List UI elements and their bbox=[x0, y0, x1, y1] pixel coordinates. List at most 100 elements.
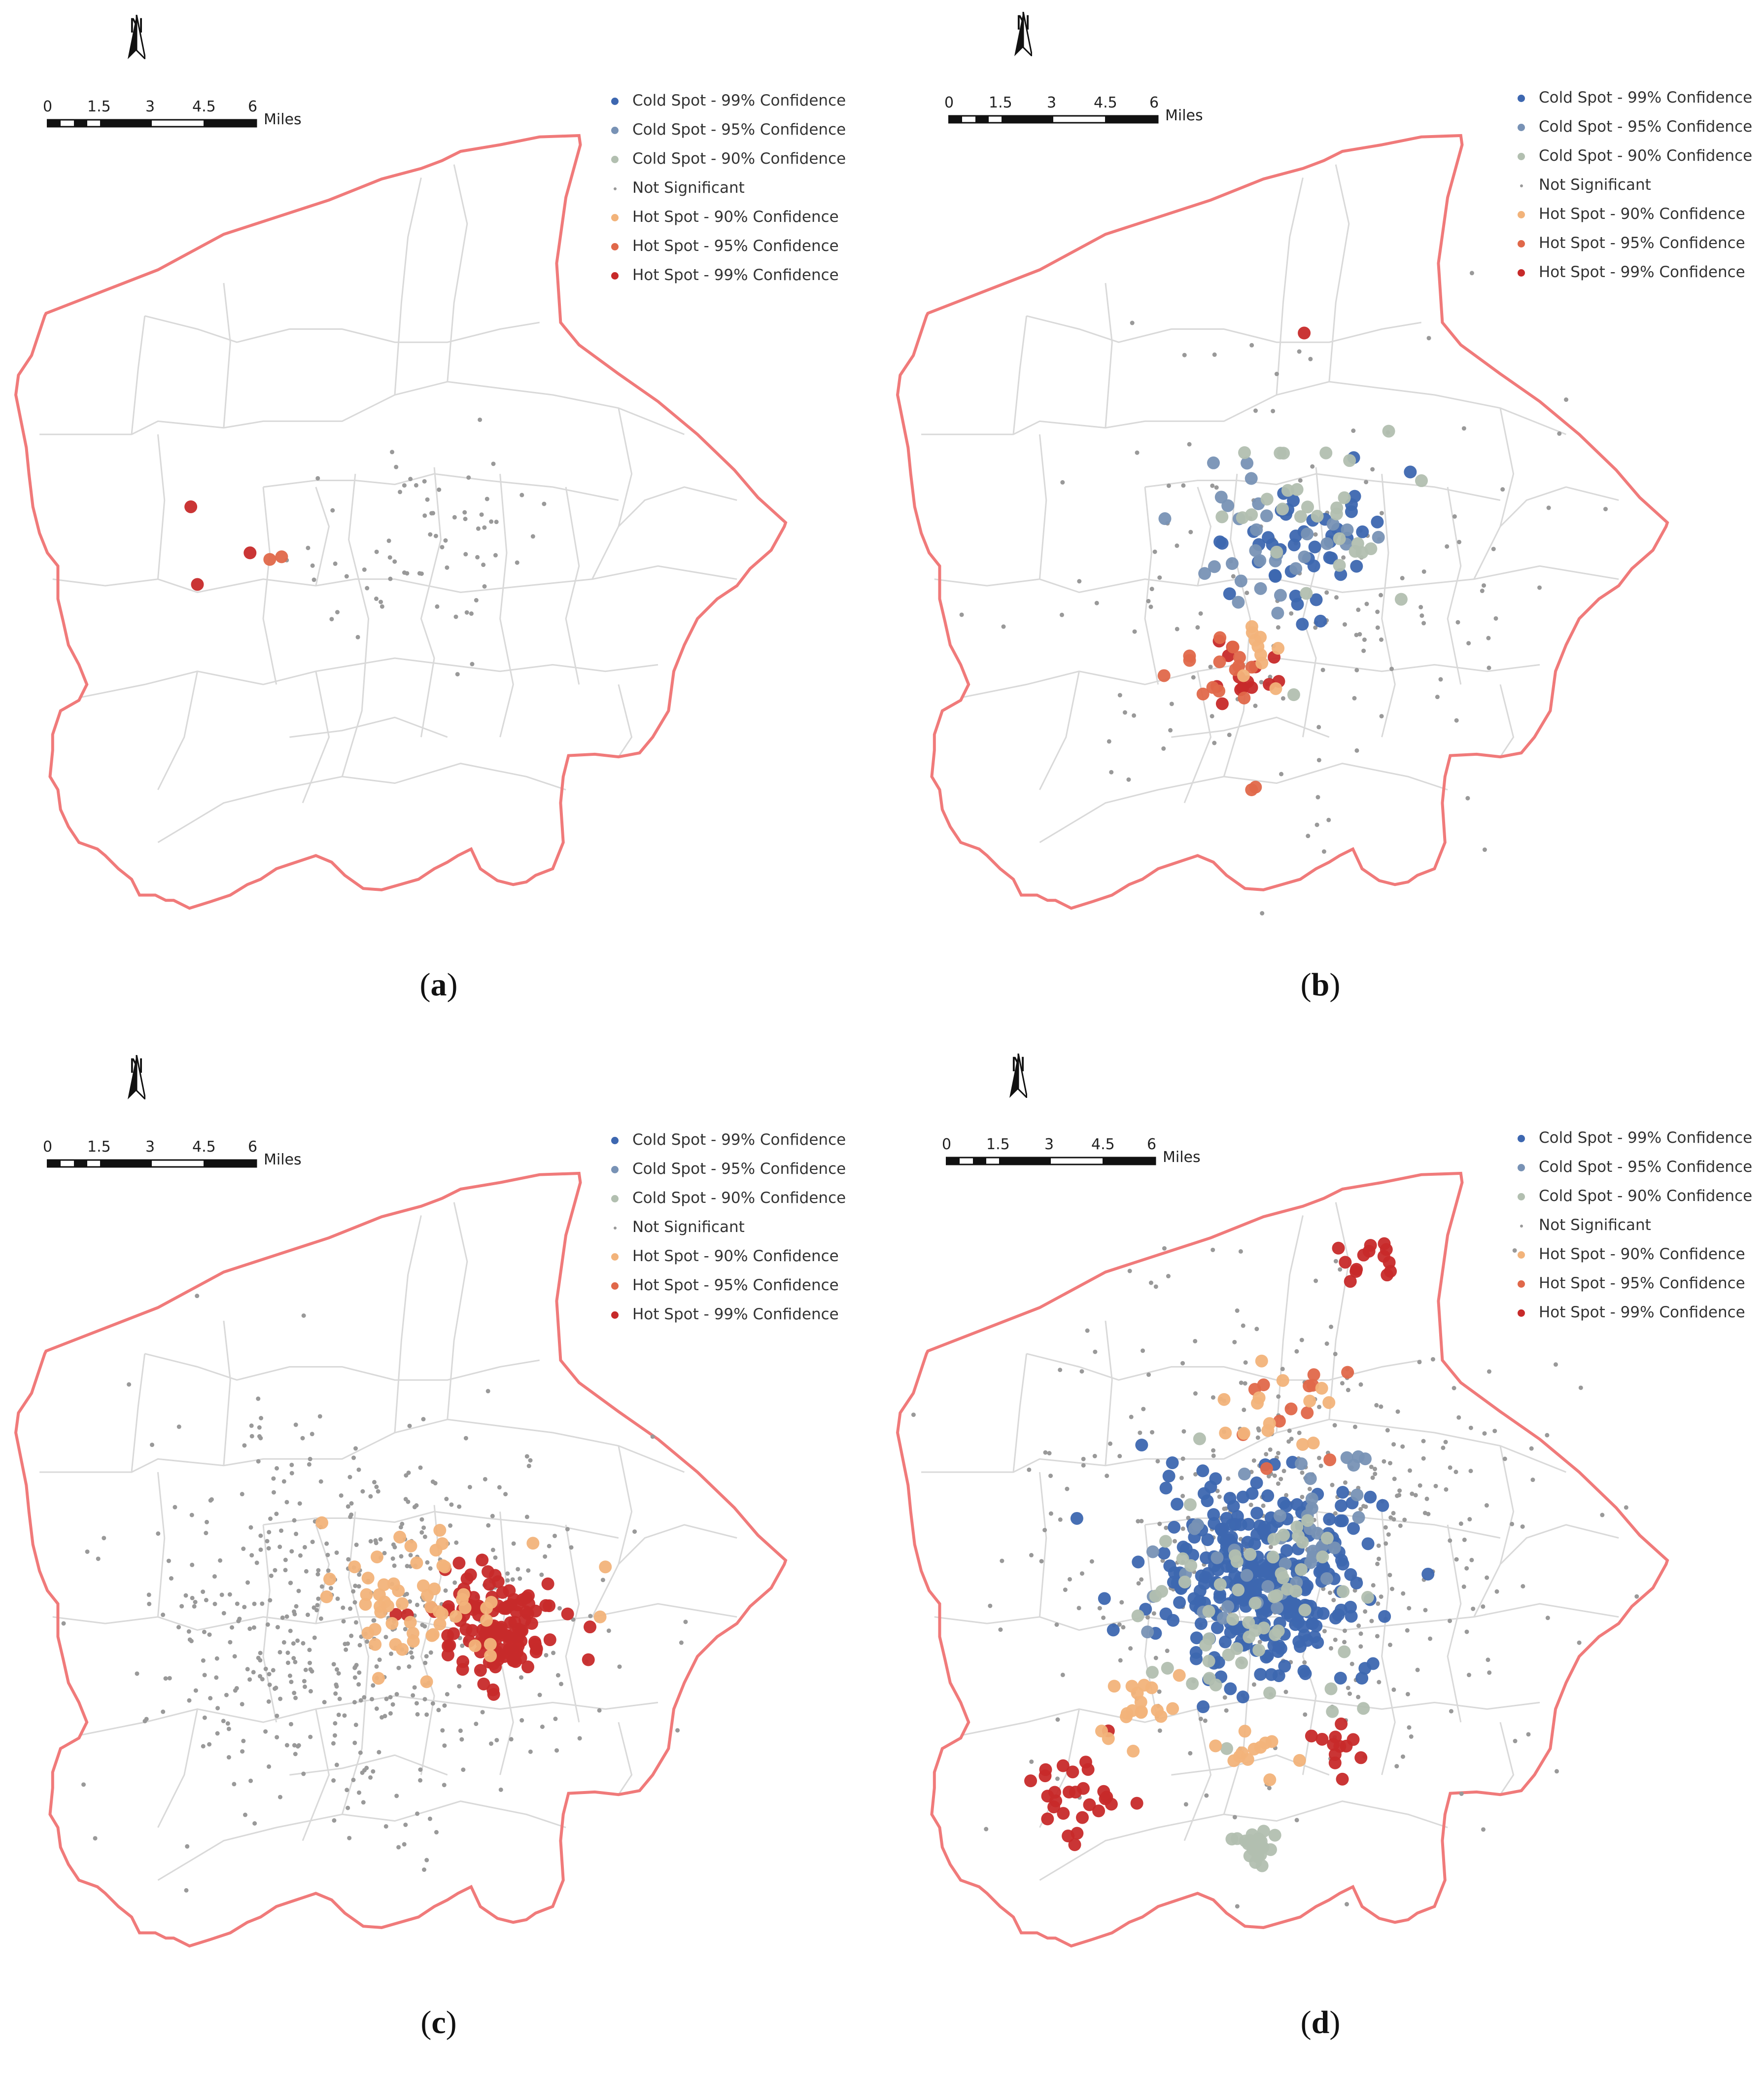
not-significant-point bbox=[1397, 1488, 1402, 1493]
cold-spot-point bbox=[1230, 1555, 1244, 1568]
not-significant-point bbox=[1267, 1786, 1272, 1791]
not-significant-point bbox=[1076, 1606, 1081, 1611]
legend-swatch-icon bbox=[611, 156, 619, 163]
not-significant-point bbox=[478, 417, 483, 422]
not-significant-point bbox=[1179, 1476, 1184, 1480]
hot-spot-point bbox=[416, 1579, 430, 1592]
not-significant-point bbox=[287, 1673, 292, 1678]
cold-spot-point bbox=[1319, 446, 1333, 459]
not-significant-point bbox=[201, 1658, 206, 1663]
not-significant-point bbox=[377, 1750, 381, 1755]
cold-spot-point bbox=[1310, 593, 1323, 606]
not-significant-point bbox=[263, 1729, 268, 1734]
not-significant-point bbox=[331, 1778, 336, 1783]
not-significant-point bbox=[1316, 1455, 1321, 1460]
not-significant-point bbox=[1211, 1448, 1216, 1453]
not-significant-point bbox=[422, 1624, 427, 1629]
not-significant-point bbox=[192, 1604, 197, 1609]
not-significant-point bbox=[551, 1651, 556, 1655]
cold-spot-point bbox=[1352, 1511, 1365, 1524]
not-significant-point bbox=[486, 1523, 491, 1528]
hot-spot-point bbox=[1236, 681, 1249, 695]
hot-spot-point bbox=[433, 1524, 447, 1537]
not-significant-point bbox=[1279, 1477, 1283, 1481]
not-significant-point bbox=[984, 1827, 989, 1831]
not-significant-point bbox=[374, 549, 379, 554]
not-significant-point bbox=[336, 1671, 341, 1676]
cold-spot-point bbox=[1404, 465, 1417, 479]
not-significant-point bbox=[1324, 1341, 1329, 1346]
not-significant-point bbox=[1435, 695, 1440, 700]
not-significant-point bbox=[537, 1692, 542, 1697]
not-significant-point bbox=[349, 1501, 354, 1506]
not-significant-point bbox=[388, 1711, 393, 1716]
not-significant-point bbox=[484, 496, 489, 501]
not-significant-point bbox=[161, 1613, 166, 1618]
not-significant-point bbox=[440, 1728, 445, 1733]
not-significant-point bbox=[1162, 1246, 1167, 1251]
legend-item: Cold Spot - 90% Confidence bbox=[611, 149, 846, 169]
not-significant-point bbox=[243, 1812, 248, 1817]
not-significant-point bbox=[403, 1627, 408, 1632]
not-significant-point bbox=[190, 1595, 195, 1600]
not-significant-point bbox=[1369, 1619, 1374, 1623]
not-significant-point bbox=[452, 515, 457, 520]
not-significant-point bbox=[364, 1765, 369, 1770]
hot-spot-point bbox=[582, 1653, 595, 1666]
not-significant-point bbox=[259, 1416, 264, 1421]
cold-spot-point bbox=[1382, 424, 1395, 438]
not-significant-point bbox=[1364, 601, 1369, 606]
not-significant-point bbox=[1354, 668, 1359, 672]
cold-spot-point bbox=[1189, 1652, 1203, 1665]
hot-spot-point bbox=[1341, 1366, 1354, 1379]
not-significant-point bbox=[1333, 1351, 1338, 1356]
cold-spot-point bbox=[1232, 1583, 1245, 1597]
not-significant-point bbox=[528, 1458, 533, 1463]
not-significant-point bbox=[311, 577, 316, 582]
legend-item: Hot Spot - 95% Confidence bbox=[1518, 1273, 1745, 1293]
not-significant-point bbox=[1117, 693, 1122, 698]
cold-spot-point bbox=[1265, 1668, 1278, 1681]
map-canvas bbox=[14, 1171, 788, 1948]
not-significant-point bbox=[418, 1767, 423, 1772]
not-significant-point bbox=[1487, 1369, 1491, 1374]
not-significant-point bbox=[1157, 575, 1162, 580]
not-significant-point bbox=[221, 1611, 226, 1616]
not-significant-point bbox=[187, 1637, 192, 1642]
not-significant-point bbox=[1417, 1360, 1422, 1365]
tract-boundary-line bbox=[1197, 487, 1212, 586]
cold-spot-point bbox=[1394, 593, 1408, 606]
not-significant-point bbox=[96, 1556, 101, 1561]
not-significant-point bbox=[1261, 1503, 1266, 1508]
not-significant-point bbox=[353, 1723, 358, 1727]
not-significant-point bbox=[331, 1741, 336, 1746]
tract-boundary-line bbox=[1499, 1445, 1515, 1565]
cold-spot-point bbox=[1297, 1664, 1311, 1678]
tract-boundary-line bbox=[315, 1524, 330, 1624]
not-significant-point bbox=[405, 1564, 410, 1569]
not-significant-point bbox=[382, 1714, 387, 1719]
not-significant-point bbox=[1421, 569, 1426, 574]
hot-spot-point bbox=[1057, 1807, 1070, 1820]
not-significant-point bbox=[284, 1614, 289, 1619]
not-significant-point bbox=[557, 1606, 562, 1611]
not-significant-point bbox=[463, 552, 468, 557]
north-arrow: N bbox=[1009, 1054, 1027, 1098]
not-significant-point bbox=[275, 1713, 279, 1718]
not-significant-point bbox=[334, 1682, 339, 1687]
not-significant-point bbox=[409, 1650, 414, 1655]
not-significant-point bbox=[166, 1558, 171, 1563]
not-significant-point bbox=[207, 1742, 212, 1747]
hot-spot-point bbox=[1307, 1437, 1320, 1450]
not-significant-point bbox=[588, 1614, 593, 1619]
not-significant-point bbox=[1135, 450, 1140, 455]
legend-swatch-icon bbox=[1518, 153, 1525, 160]
not-significant-point bbox=[241, 1547, 246, 1551]
scale-tick-2: 3 bbox=[145, 1138, 155, 1156]
not-significant-point bbox=[256, 1396, 261, 1401]
not-significant-point bbox=[1452, 1386, 1456, 1391]
not-significant-point bbox=[1318, 1463, 1323, 1468]
not-significant-point bbox=[1097, 1606, 1102, 1611]
not-significant-point bbox=[1297, 349, 1302, 354]
not-significant-point bbox=[1382, 1459, 1386, 1464]
